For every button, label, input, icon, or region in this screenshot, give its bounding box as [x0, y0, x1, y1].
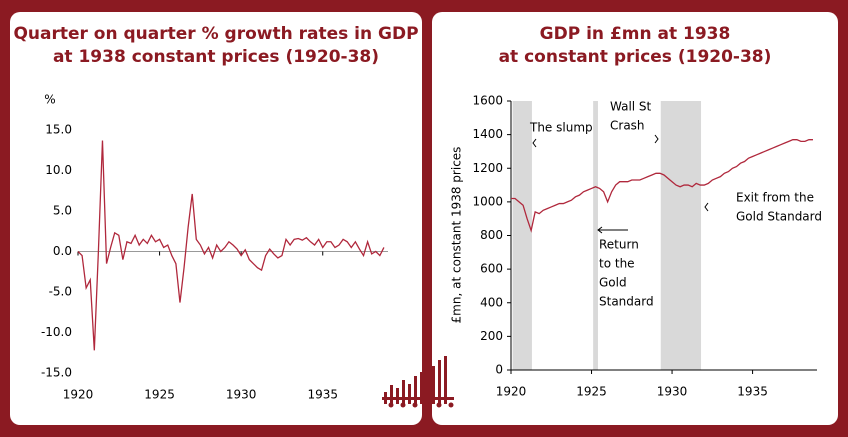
logo — [382, 356, 454, 408]
x-tick-label: 1920 — [63, 388, 94, 402]
annotation: Crash — [610, 119, 645, 133]
x-tick-label: 1935 — [307, 388, 338, 402]
y-tick-label: 1200 — [472, 161, 503, 175]
x-tick-label: 1935 — [737, 385, 768, 399]
shaded-period — [512, 101, 532, 370]
chart-title: at 1938 constant prices (1920-38) — [53, 47, 379, 67]
annotation: The slump — [529, 121, 593, 135]
y-tick-label: 1000 — [472, 194, 503, 208]
data-line — [77, 140, 385, 351]
annotation: Exit from the — [736, 191, 814, 205]
y-tick-label: 0 — [495, 363, 503, 377]
x-tick-label: 1925 — [576, 385, 607, 399]
y-tick-label: 200 — [480, 329, 503, 343]
y-tick-label: 1400 — [472, 127, 503, 141]
y-tick-label: 1600 — [472, 94, 503, 108]
y-axis-label: £mn, at constant 1938 prices — [450, 147, 464, 324]
x-tick-label: 1925 — [144, 388, 175, 402]
annotation: Gold Standard — [736, 210, 822, 224]
y-tick-label: -15.0 — [41, 366, 72, 380]
right-panel — [432, 12, 838, 425]
y-tick-label: -10.0 — [41, 325, 72, 339]
annotation: Standard — [599, 295, 654, 309]
chart-title: at constant prices (1920-38) — [499, 47, 772, 67]
y-tick-label: 0.0 — [53, 244, 72, 258]
x-tick-label: 1930 — [226, 388, 257, 402]
y-tick-label: 800 — [480, 228, 503, 242]
y-tick-label: 5.0 — [53, 204, 72, 218]
data-line — [511, 139, 813, 233]
annotation: Gold — [599, 276, 627, 290]
chart-title: Quarter on quarter % growth rates in GDP — [13, 24, 418, 44]
y-tick-label: 10.0 — [45, 163, 72, 177]
chart-title: GDP in £mn at 1938 — [540, 24, 731, 44]
annotation: Return — [599, 238, 639, 252]
left-panel — [10, 12, 422, 425]
x-tick-label: 1930 — [657, 385, 688, 399]
y-axis-label: % — [44, 93, 55, 107]
y-tick-label: 15.0 — [45, 123, 72, 137]
y-tick-label: 400 — [480, 295, 503, 309]
annotation: Wall St — [610, 100, 652, 114]
shaded-period — [593, 101, 598, 370]
annotation: to the — [599, 257, 635, 271]
annotation-arrows — [532, 134, 709, 234]
shaded-period — [660, 101, 702, 370]
y-tick-label: 600 — [480, 262, 503, 276]
y-tick-label: -5.0 — [49, 285, 72, 299]
x-tick-label: 1920 — [496, 385, 527, 399]
